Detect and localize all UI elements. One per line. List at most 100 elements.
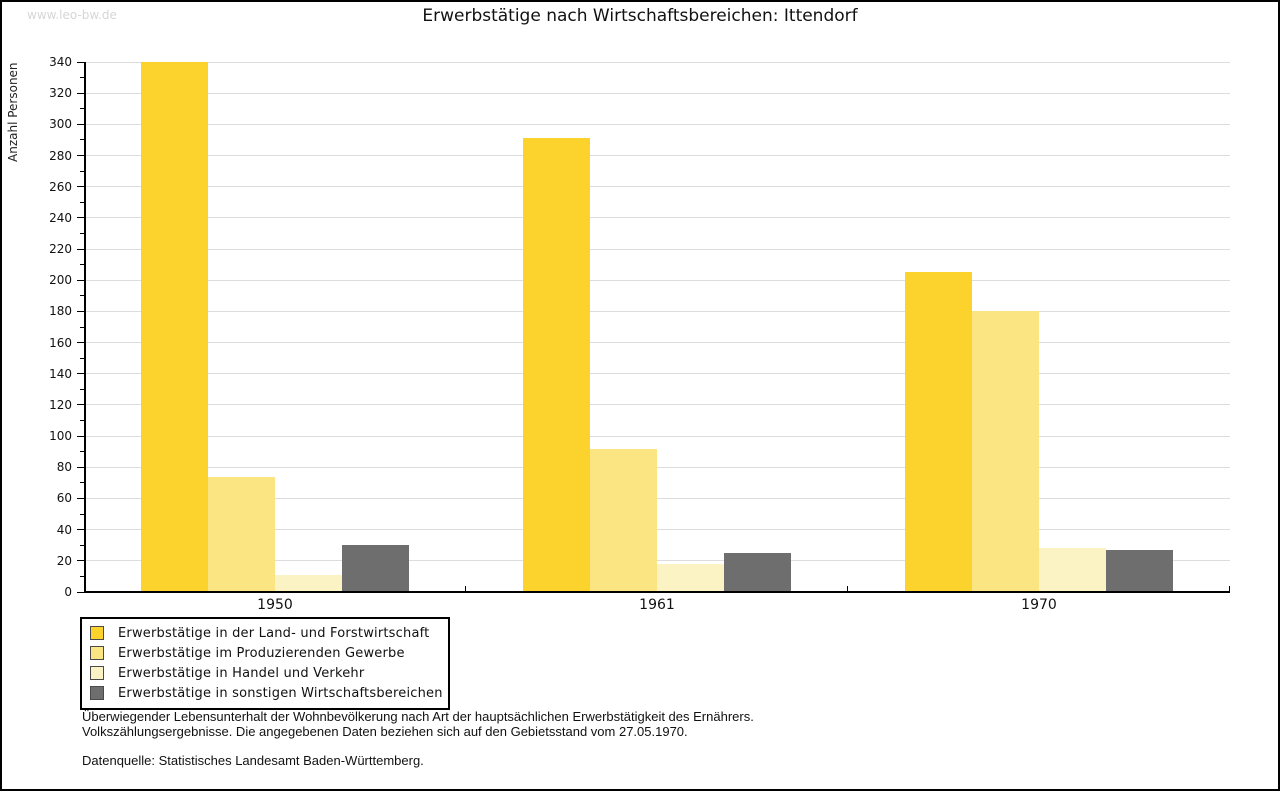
- gridline-140: [84, 373, 1230, 375]
- y-tick-label-180: 180: [49, 304, 72, 319]
- y-tick-10: [80, 575, 84, 577]
- x-tick-label-1950: 1950: [257, 597, 293, 613]
- x-tick-2: [847, 586, 848, 592]
- legend-row-4: Erwerbstätige in sonstigen Wirtschaftsbe…: [90, 683, 443, 703]
- gridline-320: [84, 92, 1230, 94]
- bar-1961-series4: [724, 553, 791, 592]
- y-tick-label-200: 200: [49, 273, 72, 288]
- y-tick-label-340: 340: [49, 55, 72, 69]
- x-tick-1: [465, 586, 466, 592]
- legend-label: Erwerbstätige in sonstigen Wirtschaftsbe…: [118, 685, 443, 701]
- legend-label: Erwerbstätige im Produzierenden Gewerbe: [118, 645, 405, 661]
- y-tick-label-140: 140: [49, 366, 72, 381]
- y-tick-label-60: 60: [56, 491, 72, 506]
- y-tick-130: [80, 388, 84, 390]
- y-tick-310: [80, 108, 84, 110]
- y-tick-200: [77, 279, 84, 281]
- bar-1961-series1: [523, 138, 590, 592]
- y-tick-label-280: 280: [49, 148, 72, 163]
- legend-label: Erwerbstätige in Handel und Verkehr: [118, 665, 365, 681]
- gridline-260: [84, 186, 1230, 188]
- x-axis-line: [84, 591, 1230, 593]
- legend-label: Erwerbstätige in der Land- und Forstwirt…: [118, 625, 430, 641]
- bar-1970-series1: [905, 272, 972, 592]
- y-tick-80: [77, 466, 84, 468]
- y-tick-label-80: 80: [56, 460, 72, 475]
- y-tick-320: [77, 92, 84, 94]
- y-tick-label-40: 40: [56, 522, 72, 537]
- gridline-120: [84, 404, 1230, 406]
- x-tick-3: [1229, 586, 1230, 592]
- bar-1950-series4: [342, 545, 409, 592]
- gridline-20: [84, 560, 1230, 562]
- y-tick-label-20: 20: [56, 553, 72, 568]
- y-tick-250: [80, 201, 84, 203]
- x-tick-label-1961: 1961: [639, 597, 675, 613]
- y-tick-290: [80, 139, 84, 141]
- gridline-220: [84, 248, 1230, 250]
- legend-swatch-icon: [90, 626, 104, 640]
- y-tick-120: [77, 404, 84, 406]
- y-tick-340: [77, 61, 84, 63]
- y-tick-150: [80, 357, 84, 359]
- legend-row-2: Erwerbstätige im Produzierenden Gewerbe: [90, 643, 440, 663]
- y-tick-label-240: 240: [49, 210, 72, 225]
- y-tick-100: [77, 435, 84, 437]
- legend-swatch-icon: [90, 646, 104, 660]
- y-tick-230: [80, 232, 84, 234]
- bar-1950-series1: [141, 62, 208, 592]
- gridline-100: [84, 435, 1230, 437]
- bar-1961-series3: [657, 563, 724, 592]
- y-tick-170: [80, 326, 84, 328]
- gridline-40: [84, 529, 1230, 531]
- y-tick-label-0: 0: [64, 585, 72, 599]
- bar-1950-series3: [275, 574, 342, 592]
- y-tick-label-160: 160: [49, 335, 72, 350]
- chart-title: Erwerbstätige nach Wirtschaftsbereichen:…: [422, 6, 858, 26]
- bar-1970-series2: [972, 311, 1039, 592]
- legend-row-3: Erwerbstätige in Handel und Verkehr: [90, 663, 440, 683]
- y-tick-240: [77, 217, 84, 219]
- y-tick-330: [80, 77, 84, 79]
- y-tick-70: [80, 482, 84, 484]
- legend-swatch-icon: [90, 686, 104, 700]
- watermark-leo-bw: www.leo-bw.de: [27, 8, 117, 22]
- y-tick-label-120: 120: [49, 397, 72, 412]
- y-tick-90: [80, 451, 84, 453]
- y-tick-label-300: 300: [49, 117, 72, 132]
- y-tick-160: [77, 342, 84, 344]
- y-tick-label-320: 320: [49, 86, 72, 101]
- bar-1970-series3: [1039, 548, 1106, 592]
- y-tick-300: [77, 123, 84, 125]
- y-tick-140: [77, 373, 84, 375]
- footer-note: Überwiegender Lebensunterhalt der Wohnbe…: [82, 709, 1182, 739]
- y-tick-label-260: 260: [49, 179, 72, 194]
- footer-note-line2: Volkszählungsergebnisse. Die angegebenen…: [82, 723, 688, 739]
- gridline-180: [84, 310, 1230, 312]
- gridline-280: [84, 155, 1230, 157]
- y-tick-220: [77, 248, 84, 250]
- y-tick-0: [77, 591, 84, 593]
- legend: Erwerbstätige in der Land- und Forstwirt…: [80, 617, 450, 710]
- y-axis-line: [84, 61, 86, 593]
- legend-row-1: Erwerbstätige in der Land- und Forstwirt…: [90, 623, 440, 643]
- footer-note-line1: Überwiegender Lebensunterhalt der Wohnbe…: [82, 709, 754, 724]
- y-tick-label-220: 220: [49, 242, 72, 257]
- gridline-60: [84, 497, 1230, 499]
- gridline-80: [84, 466, 1230, 468]
- gridline-340: [84, 61, 1230, 63]
- gridline-300: [84, 123, 1230, 125]
- bar-1950-series2: [208, 476, 275, 592]
- x-tick-label-1970: 1970: [1021, 597, 1057, 613]
- footer-source: Datenquelle: Statistisches Landesamt Bad…: [82, 753, 424, 768]
- y-tick-30: [80, 544, 84, 546]
- y-tick-260: [77, 186, 84, 188]
- legend-swatch-icon: [90, 666, 104, 680]
- y-tick-110: [80, 420, 84, 422]
- y-tick-210: [80, 264, 84, 266]
- y-tick-label-100: 100: [49, 429, 72, 444]
- bar-1961-series2: [590, 448, 657, 592]
- gridline-200: [84, 279, 1230, 281]
